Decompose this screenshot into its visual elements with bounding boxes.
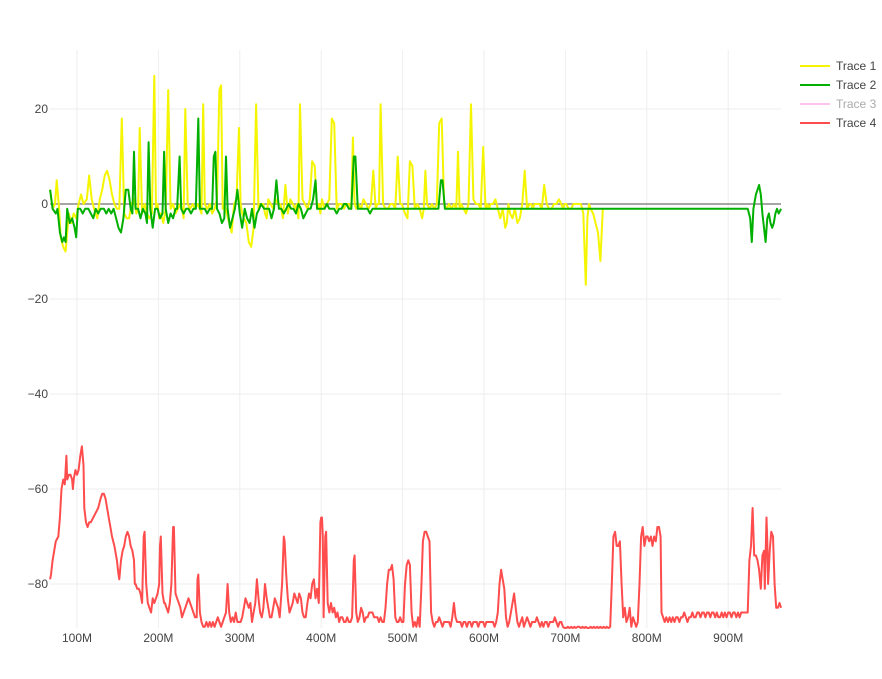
legend-swatch-trace-3 <box>800 102 830 105</box>
y-tick-label: −40 <box>28 387 49 401</box>
y-tick-label: −20 <box>28 292 49 306</box>
x-tick-label: 100M <box>62 631 92 645</box>
x-axis: 100M 200M 300M 400M 500M 600M 700M 800M 900M <box>62 631 743 645</box>
y-tick-label: 20 <box>35 102 49 116</box>
x-tick-label: 300M <box>225 631 255 645</box>
x-tick-label: 500M <box>388 631 418 645</box>
x-tick-label: 400M <box>306 631 336 645</box>
x-tick-label: 600M <box>469 631 499 645</box>
legend-swatch-trace-2 <box>800 83 830 86</box>
legend-label: Trace 1 <box>836 58 877 73</box>
legend-swatch-trace-1 <box>800 64 830 67</box>
legend-label: Trace 4 <box>836 115 877 130</box>
y-tick-label: −80 <box>28 577 49 591</box>
plot-traces <box>49 74 783 629</box>
x-tick-label: 200M <box>143 631 173 645</box>
legend-swatch-trace-4 <box>800 121 830 124</box>
y-tick-label: 0 <box>41 197 48 211</box>
x-tick-label: 700M <box>550 631 580 645</box>
y-axis: 20 0 −20 −40 −60 −80 <box>28 102 49 591</box>
legend-label: Trace 3 <box>836 96 877 111</box>
legend-label: Trace 2 <box>836 77 877 92</box>
y-tick-label: −60 <box>28 482 49 496</box>
trace-4-line <box>49 445 783 629</box>
legend-item-trace-4[interactable]: Trace 4 <box>800 113 876 132</box>
trace-2-line <box>49 117 782 243</box>
x-tick-label: 800M <box>632 631 662 645</box>
legend-item-trace-3[interactable]: Trace 3 <box>800 94 876 113</box>
grid-lines <box>50 50 781 628</box>
legend: Trace 1 Trace 2 Trace 3 Trace 4 <box>800 56 876 132</box>
legend-item-trace-1[interactable]: Trace 1 <box>800 56 876 75</box>
x-tick-label: 900M <box>713 631 743 645</box>
legend-item-trace-2[interactable]: Trace 2 <box>800 75 876 94</box>
